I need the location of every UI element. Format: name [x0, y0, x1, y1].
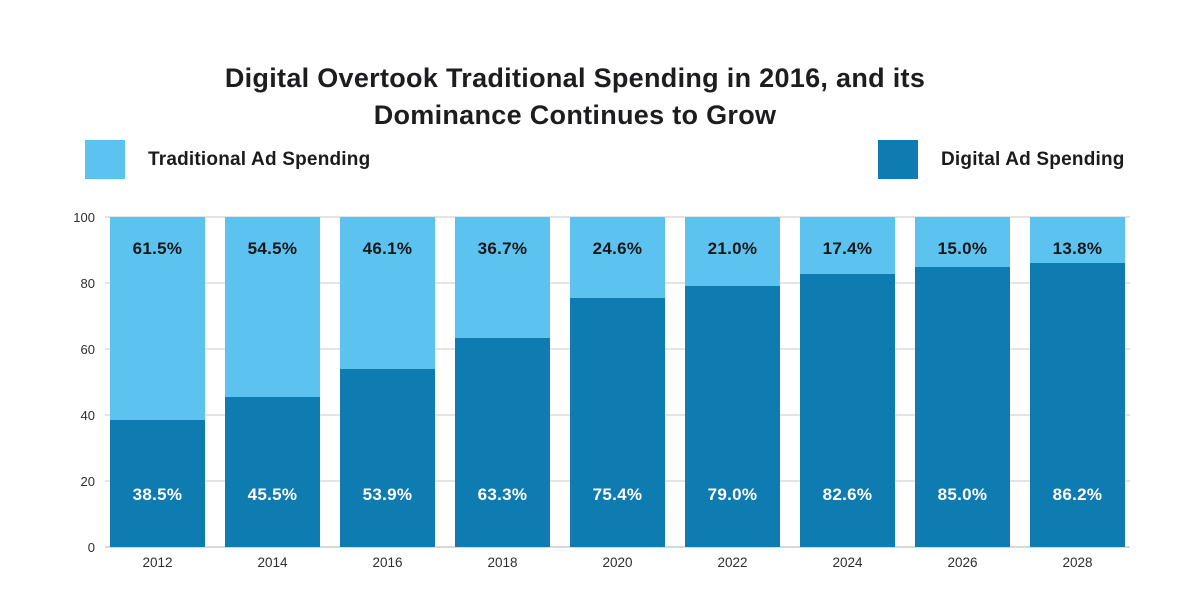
digital-value-label: 79.0%	[707, 485, 758, 504]
bar-segment-digital	[800, 274, 895, 547]
bar-segment-traditional	[800, 217, 895, 275]
bar-segment-traditional	[340, 217, 435, 370]
y-axis-tick-label: 40	[80, 408, 95, 423]
digital-value-label: 82.6%	[822, 485, 873, 504]
bar-segment-traditional	[1030, 217, 1125, 263]
y-axis-tick-label: 80	[80, 276, 95, 291]
x-axis-label: 2016	[372, 555, 403, 570]
bar-group-2024: 17.4% 82.6% 2024	[800, 217, 895, 570]
legend-swatch-traditional	[85, 140, 125, 179]
gridline-y100	[105, 216, 1130, 218]
bar-segment-traditional	[915, 217, 1010, 267]
gridline-y0	[105, 546, 1130, 548]
bar-group-2028: 13.8% 86.2% 2028	[1030, 217, 1125, 570]
digital-value-label: 85.0%	[937, 485, 988, 504]
bar-segment-digital	[915, 266, 1010, 547]
bar-segment-traditional	[570, 217, 665, 299]
legend-item-traditional: Traditional Ad Spending	[85, 140, 370, 179]
bar-segment-traditional	[455, 217, 550, 339]
digital-value-label: 38.5%	[132, 485, 183, 504]
traditional-value-label: 54.5%	[247, 239, 298, 258]
bar-group-2022: 21.0% 79.0% 2022	[685, 217, 780, 570]
bar-segment-digital	[685, 286, 780, 547]
plot-area: 0 20 40 60 80 100 61.5% 38.5% 2012 54.5% 45.5% 2014…	[73, 210, 1130, 570]
bar-segment-digital	[570, 298, 665, 547]
legend-label-traditional: Traditional Ad Spending	[148, 148, 371, 170]
bar-segment-traditional	[685, 217, 780, 287]
y-axis-tick-label: 0	[87, 540, 95, 555]
legend-label-digital: Digital Ad Spending	[941, 148, 1125, 170]
legend-swatch-digital	[878, 140, 918, 179]
digital-value-label: 75.4%	[592, 485, 643, 504]
chart-title-line1: Digital Overtook Traditional Spending in…	[224, 63, 926, 94]
traditional-value-label: 17.4%	[822, 239, 873, 258]
traditional-value-label: 36.7%	[477, 239, 528, 258]
chart-title: Digital Overtook Traditional Spending in…	[0, 60, 1150, 134]
y-axis-tick-label: 100	[73, 210, 95, 225]
bar-segment-digital	[110, 419, 205, 547]
chart-title-line2: Dominance Continues to Grow	[373, 100, 777, 131]
bar-segment-digital	[1030, 262, 1125, 547]
bar-segment-traditional	[225, 217, 320, 397]
bar-segment-traditional	[110, 217, 205, 420]
bar-group-2016: 46.1% 53.9% 2016	[340, 217, 435, 570]
y-axis-tick-label: 20	[80, 474, 95, 489]
x-axis-label: 2026	[947, 555, 978, 570]
traditional-value-label: 15.0%	[937, 239, 988, 258]
bar-group-2026: 15.0% 85.0% 2026	[915, 217, 1010, 570]
x-axis-label: 2028	[1062, 555, 1093, 570]
traditional-value-label: 46.1%	[362, 239, 413, 258]
bar-segment-digital	[455, 338, 550, 547]
traditional-value-label: 21.0%	[707, 239, 758, 258]
bar-segment-digital	[225, 396, 320, 547]
bar-group-2020: 24.6% 75.4% 2020	[570, 217, 665, 570]
legend-item-digital: Digital Ad Spending	[878, 140, 1125, 179]
bar-group-2012: 61.5% 38.5% 2012	[110, 217, 205, 570]
traditional-value-label: 13.8%	[1052, 239, 1103, 258]
x-axis-label: 2022	[717, 555, 748, 570]
x-axis-label: 2014	[257, 555, 288, 570]
digital-value-label: 86.2%	[1052, 485, 1103, 504]
traditional-value-label: 61.5%	[132, 239, 183, 258]
bar-segment-digital	[340, 369, 435, 547]
bar-group-2014: 54.5% 45.5% 2014	[225, 217, 320, 570]
traditional-value-label: 24.6%	[592, 239, 643, 258]
x-axis-label: 2012	[142, 555, 173, 570]
digital-value-label: 45.5%	[247, 485, 298, 504]
x-axis-label: 2024	[832, 555, 863, 570]
x-axis-label: 2020	[602, 555, 633, 570]
x-axis-label: 2018	[487, 555, 518, 570]
digital-value-label: 53.9%	[362, 485, 413, 504]
digital-value-label: 63.3%	[477, 485, 528, 504]
y-axis-tick-label: 60	[80, 342, 95, 357]
bar-group-2018: 36.7% 63.3% 2018	[455, 217, 550, 570]
